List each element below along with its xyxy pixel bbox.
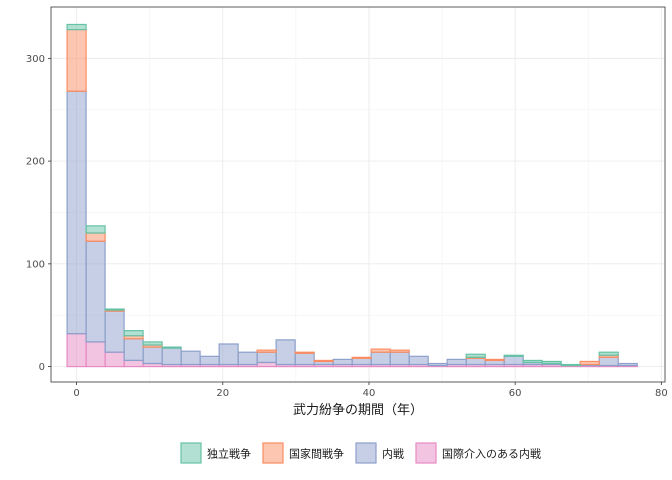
y-tick-label: 200: [26, 157, 45, 168]
bar-segment: [66, 333, 87, 368]
bar-segment: [408, 355, 429, 366]
bar-segment: [294, 352, 315, 366]
bar-segment: [66, 23, 87, 31]
x-axis-title: 武力紛争の期間（年）: [293, 403, 423, 418]
bar-segment: [503, 354, 524, 357]
bar-segment: [389, 349, 410, 353]
bar-segment: [199, 355, 220, 366]
y-tick-label: 300: [26, 54, 45, 65]
bar-segment: [161, 346, 182, 349]
bar-segment: [85, 225, 106, 234]
bar-segment: [85, 341, 106, 368]
bar-segment: [218, 343, 239, 366]
bar-segment: [123, 338, 144, 362]
x-tick-label: 40: [363, 388, 376, 399]
bar-segment: [351, 357, 372, 366]
bar-segment: [332, 358, 353, 366]
x-axis-ticks: 0 20 40 60 80: [73, 382, 668, 399]
legend-key: [180, 442, 202, 464]
bar-segment: [560, 363, 581, 367]
bar-segment: [161, 347, 182, 366]
bar-segment: [104, 310, 125, 353]
bar-segment: [389, 351, 410, 366]
bar-segment: [294, 351, 315, 354]
legend-key: [355, 442, 377, 464]
bar-segment: [85, 240, 106, 343]
bar-segment: [123, 330, 144, 337]
bar-segment: [427, 362, 448, 367]
bar-segment: [598, 356, 619, 367]
bar-segment: [66, 90, 87, 335]
legend-label: 国家間戦争: [289, 447, 344, 461]
bar-segment: [617, 362, 638, 367]
bar-segment: [446, 358, 467, 366]
bar-segment: [104, 308, 125, 311]
bar-segment: [66, 29, 87, 92]
y-tick-label: 100: [26, 259, 45, 270]
x-tick-label: 0: [73, 388, 79, 399]
legend-key: [262, 442, 284, 464]
legend-label: 独立戦争: [207, 447, 251, 461]
minor-gridlines: [51, 7, 665, 382]
bar-segment: [256, 351, 277, 364]
bar-segment: [465, 353, 486, 358]
bar-segment: [142, 341, 163, 346]
y-axis-ticks: 0 100 200 300: [26, 54, 51, 373]
x-tick-label: 80: [655, 388, 668, 399]
plot-panel-border: [50, 6, 666, 383]
legend: 独立戦争 国家間戦争 内戦 国際介入のある内戦: [180, 442, 541, 464]
bar-segment: [541, 360, 562, 365]
bar-segment: [180, 350, 201, 366]
bar-segment: [104, 351, 125, 368]
bar-segment: [351, 356, 372, 359]
bar-segment: [503, 355, 524, 366]
bar-segment: [370, 351, 391, 366]
bar-segment: [275, 339, 296, 366]
bar-segment: [142, 346, 163, 365]
legend-label: 内戦: [382, 447, 404, 461]
bar-segment: [484, 358, 505, 362]
histogram-bars: [66, 23, 638, 368]
x-tick-label: 60: [509, 388, 522, 399]
bar-segment: [123, 359, 144, 368]
bar-segment: [598, 351, 619, 356]
x-tick-label: 20: [216, 388, 229, 399]
legend-key: [415, 442, 437, 464]
bar-segment: [237, 351, 258, 366]
y-tick-label: 0: [39, 362, 45, 373]
bar-segment: [465, 357, 486, 366]
bar-segment: [484, 359, 505, 366]
major-gridlines: [51, 7, 665, 382]
bar-segment: [85, 232, 106, 242]
bar-segment: [579, 360, 600, 366]
bar-segment: [370, 348, 391, 353]
bar-segment: [313, 359, 334, 363]
bar-segment: [522, 359, 543, 364]
bar-segment: [256, 361, 277, 368]
legend-label: 国際介入のある内戦: [442, 447, 541, 461]
bar-segment: [256, 349, 277, 353]
